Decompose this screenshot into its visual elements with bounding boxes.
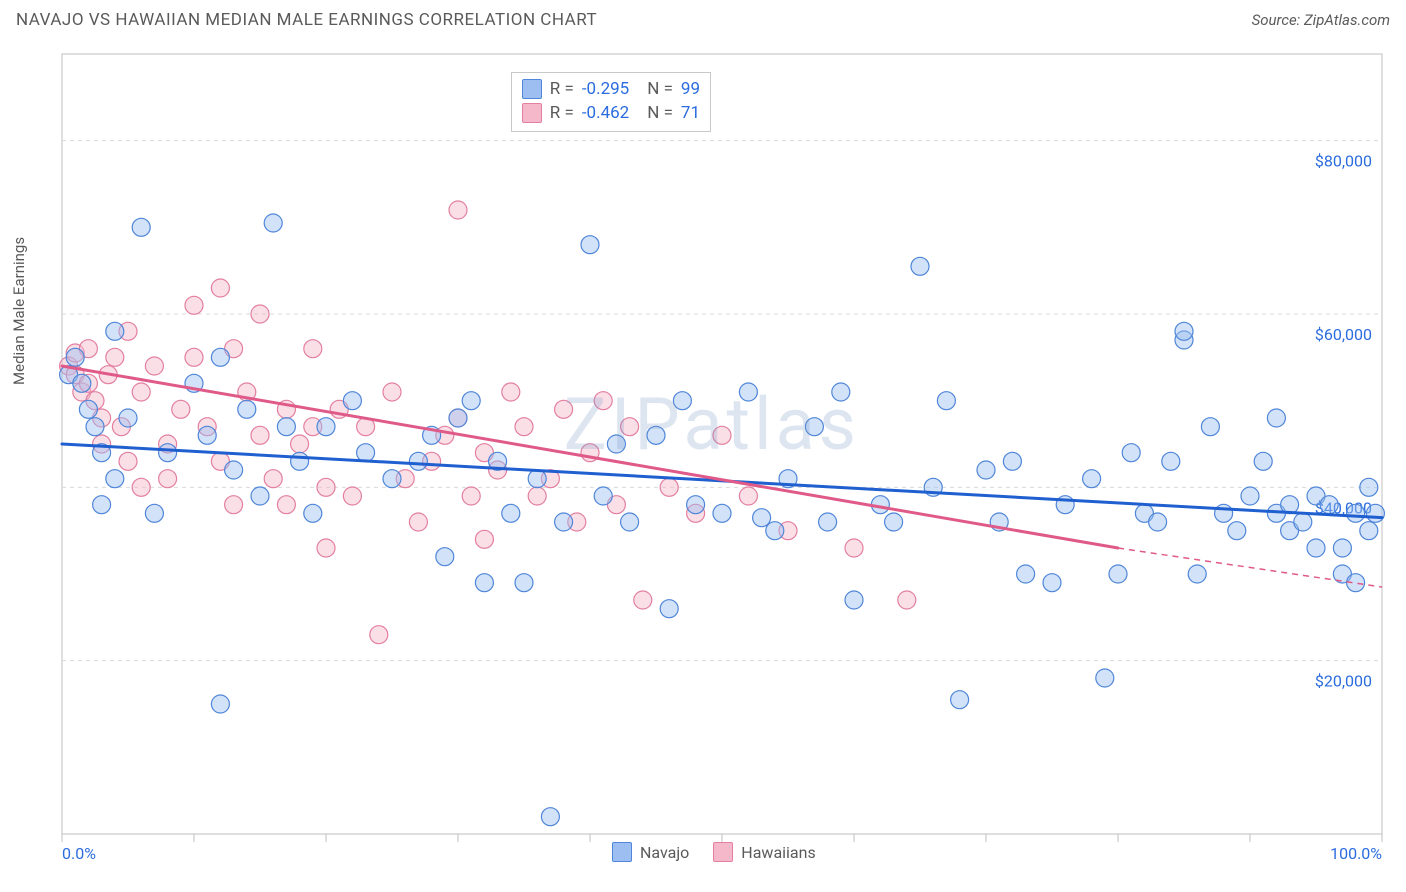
scatter-chart: $20,000$40,000$60,000$80,000 (16, 42, 1390, 876)
svg-text:$20,000: $20,000 (1315, 672, 1372, 691)
x-axis-min-label: 0.0% (62, 844, 96, 863)
correlation-row-navajo: R = -0.295 N = 99 (522, 77, 700, 101)
swatch-navajo (522, 79, 542, 99)
source-label: Source: ZipAtlas.com (1252, 11, 1390, 29)
legend-item-hawaiians: Hawaiians (713, 842, 815, 862)
chart-container: Median Male Earnings $20,000$40,000$60,0… (16, 42, 1390, 876)
swatch-hawaiians (522, 103, 542, 123)
svg-text:$80,000: $80,000 (1315, 152, 1372, 171)
chart-title: NAVAJO VS HAWAIIAN MEDIAN MALE EARNINGS … (16, 10, 597, 30)
x-axis-max-label: 100.0% (1330, 844, 1382, 863)
swatch-navajo (612, 842, 632, 862)
correlation-row-hawaiians: R = -0.462 N = 71 (522, 101, 700, 125)
correlation-legend: R = -0.295 N = 99 R = -0.462 N = 71 (511, 72, 711, 132)
series-legend: Navajo Hawaiians (612, 842, 816, 862)
svg-text:$60,000: $60,000 (1315, 325, 1372, 344)
legend-item-navajo: Navajo (612, 842, 689, 862)
swatch-hawaiians (713, 842, 733, 862)
y-axis-label: Median Male Earnings (10, 237, 28, 385)
